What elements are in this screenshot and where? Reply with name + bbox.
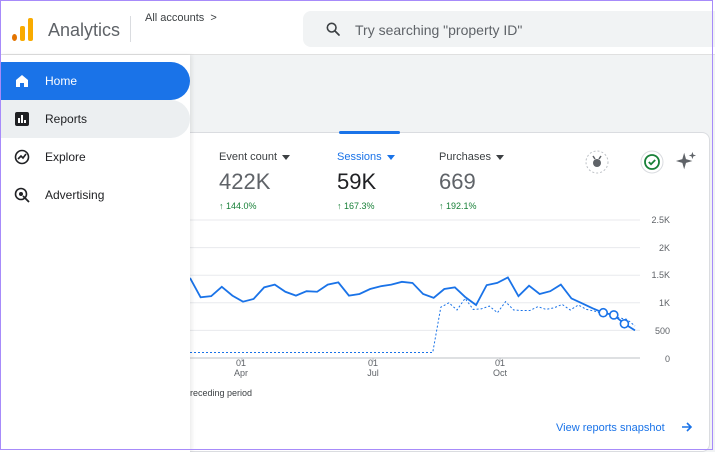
x-tick-day: 01 [494,358,505,368]
metric-change: ↑ 192.1% [439,201,477,211]
y-tick-label: 2.5K [651,215,670,225]
check-status-icon[interactable] [640,150,664,174]
advertising-icon [14,187,30,203]
y-tick-label: 500 [654,326,670,336]
x-tick-month: Apr [233,368,248,378]
metric-change: ↑ 167.3% [337,201,375,211]
data-point-marker [619,318,630,329]
y-tick-label: 2K [658,243,670,253]
overview-card [150,132,710,452]
all-accounts-label: All accounts [145,12,205,24]
metric-sessions[interactable]: Sessions 59K ↑ 167.3% [337,151,395,211]
data-point-marker [609,310,619,320]
search-bar[interactable] [303,11,715,49]
sidebar-item-label: Explore [45,150,86,164]
data-point-marker [598,307,609,318]
x-tick-month: Jul [367,368,379,378]
view-reports-snapshot-link[interactable]: View reports snapshot [556,422,665,434]
dropdown-caret-icon [495,154,504,160]
legend-preceding-period: receding period [190,388,253,398]
metric-value: 59K [337,169,377,194]
metric-label: Purchases [439,151,504,163]
search-icon [326,22,340,36]
sidebar-item-label: Home [45,74,78,88]
app-title: Analytics [48,20,121,40]
selected-tab-indicator [339,131,400,134]
series-line-current [189,276,636,332]
search-input[interactable] [353,11,707,49]
x-tick-label: 01 Jul [358,358,388,378]
metric-label-text: Sessions [337,151,382,163]
header-divider [130,16,131,42]
top-bar: Analytics All accounts > [0,0,715,55]
sessions-line-chart [189,219,640,362]
metric-value: 669 [439,169,476,194]
dropdown-caret-icon [386,154,395,160]
analytics-logo-icon[interactable] [12,17,34,41]
sidebar-item-home[interactable]: Home [0,62,190,100]
sparkle-icon[interactable] [675,150,697,172]
all-accounts-link[interactable]: All accounts > [145,12,217,24]
y-tick-label: 0 [664,354,670,364]
series-line-preceding [190,297,636,353]
arrow-right-icon[interactable] [681,420,693,434]
metric-change: ↑ 144.0% [219,201,257,211]
explore-icon [14,149,30,165]
metric-label-text: Event count [219,151,278,163]
metric-label: Event count [219,151,291,163]
chevron-right-icon: > [210,12,217,24]
x-tick-month: Oct [492,368,507,378]
sidebar-item-explore[interactable]: Explore [0,138,190,176]
sidebar-item-label: Reports [45,112,88,126]
metric-label: Sessions [337,151,395,163]
sidebar-item-reports[interactable]: Reports [0,100,190,138]
metric-label-text: Purchases [439,151,491,163]
home-icon [16,75,28,87]
dropdown-caret-icon [282,154,291,160]
x-tick-label: 01 Oct [485,358,515,378]
y-tick-label: 1.5K [651,270,670,280]
metric-event-count[interactable]: Event count 422K ↑ 144.0% [219,151,291,211]
x-tick-day: 01 [367,358,378,368]
y-tick-label: 1K [658,298,670,308]
sidebar-item-advertising[interactable]: Advertising [0,176,190,214]
metric-value: 422K [219,169,271,194]
reports-icon [15,112,29,126]
insights-badge-icon[interactable] [585,150,609,174]
x-tick-label: 01 Apr [226,358,256,378]
x-tick-day: 01 [235,358,246,368]
sidebar: Home Reports Explore Advertising [0,55,190,452]
metric-purchases[interactable]: Purchases 669 ↑ 192.1% [439,151,504,211]
sidebar-item-label: Advertising [45,188,105,202]
